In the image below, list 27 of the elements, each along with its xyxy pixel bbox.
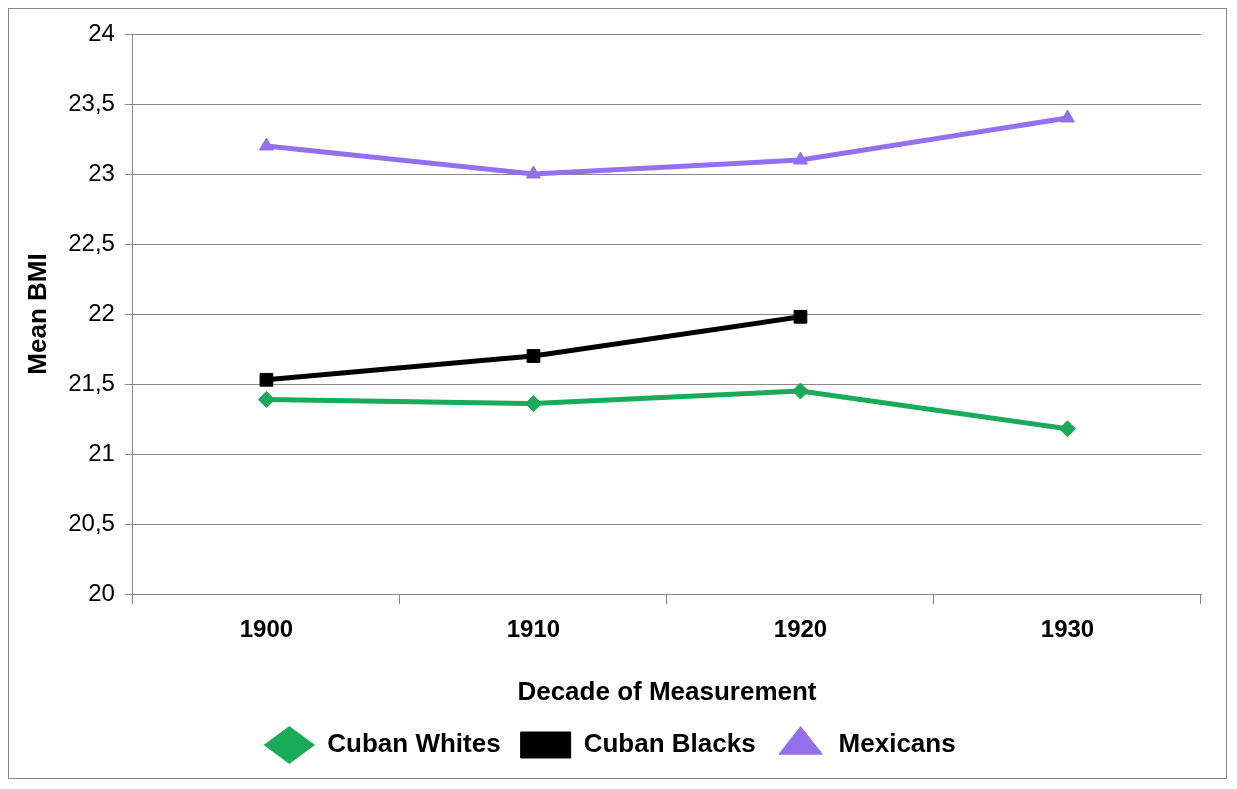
point xyxy=(793,309,808,324)
y-tick-label: 24 xyxy=(88,18,115,46)
x-tick-label: 1930 xyxy=(1040,615,1095,643)
y-tick-label: 22,5 xyxy=(68,228,115,256)
y-tick-label: 22 xyxy=(88,298,115,326)
y-tick-label: 20 xyxy=(88,578,115,606)
point xyxy=(259,372,274,387)
y-tick-label: 20,5 xyxy=(68,508,115,536)
legend-label: Cuban Whites xyxy=(327,728,501,759)
point xyxy=(257,390,275,408)
y-tick-label: 23 xyxy=(88,158,115,186)
x-axis-title: Decade of Measurement xyxy=(517,675,817,706)
point xyxy=(1058,420,1076,438)
x-tick-label: 1900 xyxy=(239,615,294,643)
point xyxy=(526,165,541,179)
point xyxy=(793,151,808,165)
x-tick-label: 1920 xyxy=(773,615,828,643)
y-axis-title: Mean BMI xyxy=(21,253,52,375)
legend-label: Mexicans xyxy=(838,728,956,759)
legend-label: Cuban Blacks xyxy=(583,728,756,759)
point xyxy=(526,349,541,363)
x-tick-label: 1910 xyxy=(506,615,561,643)
point xyxy=(1060,109,1075,123)
point xyxy=(258,137,274,151)
y-tick-label: 23,5 xyxy=(68,88,115,116)
y-tick-label: 21,5 xyxy=(68,368,115,396)
y-tick-label: 21 xyxy=(88,438,115,466)
